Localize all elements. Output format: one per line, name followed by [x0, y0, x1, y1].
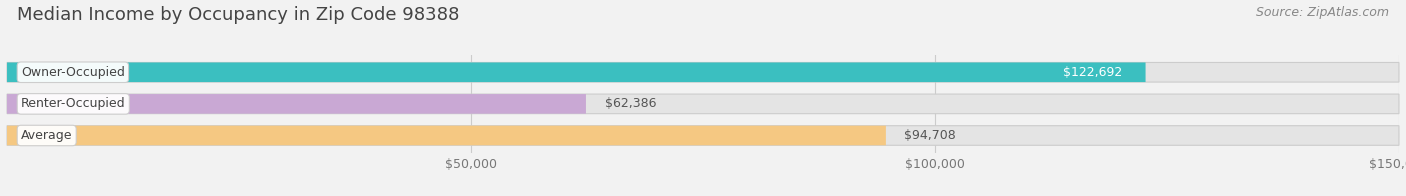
Text: Source: ZipAtlas.com: Source: ZipAtlas.com [1256, 6, 1389, 19]
FancyBboxPatch shape [7, 63, 1399, 82]
Text: Average: Average [21, 129, 73, 142]
FancyBboxPatch shape [7, 94, 1399, 114]
Text: $62,386: $62,386 [605, 97, 657, 110]
Text: Owner-Occupied: Owner-Occupied [21, 66, 125, 79]
Text: Renter-Occupied: Renter-Occupied [21, 97, 125, 110]
Text: $94,708: $94,708 [904, 129, 956, 142]
FancyBboxPatch shape [7, 63, 1146, 82]
Text: $122,692: $122,692 [1063, 66, 1122, 79]
FancyBboxPatch shape [7, 94, 586, 114]
FancyBboxPatch shape [7, 126, 886, 145]
Text: Median Income by Occupancy in Zip Code 98388: Median Income by Occupancy in Zip Code 9… [17, 6, 460, 24]
FancyBboxPatch shape [7, 126, 1399, 145]
